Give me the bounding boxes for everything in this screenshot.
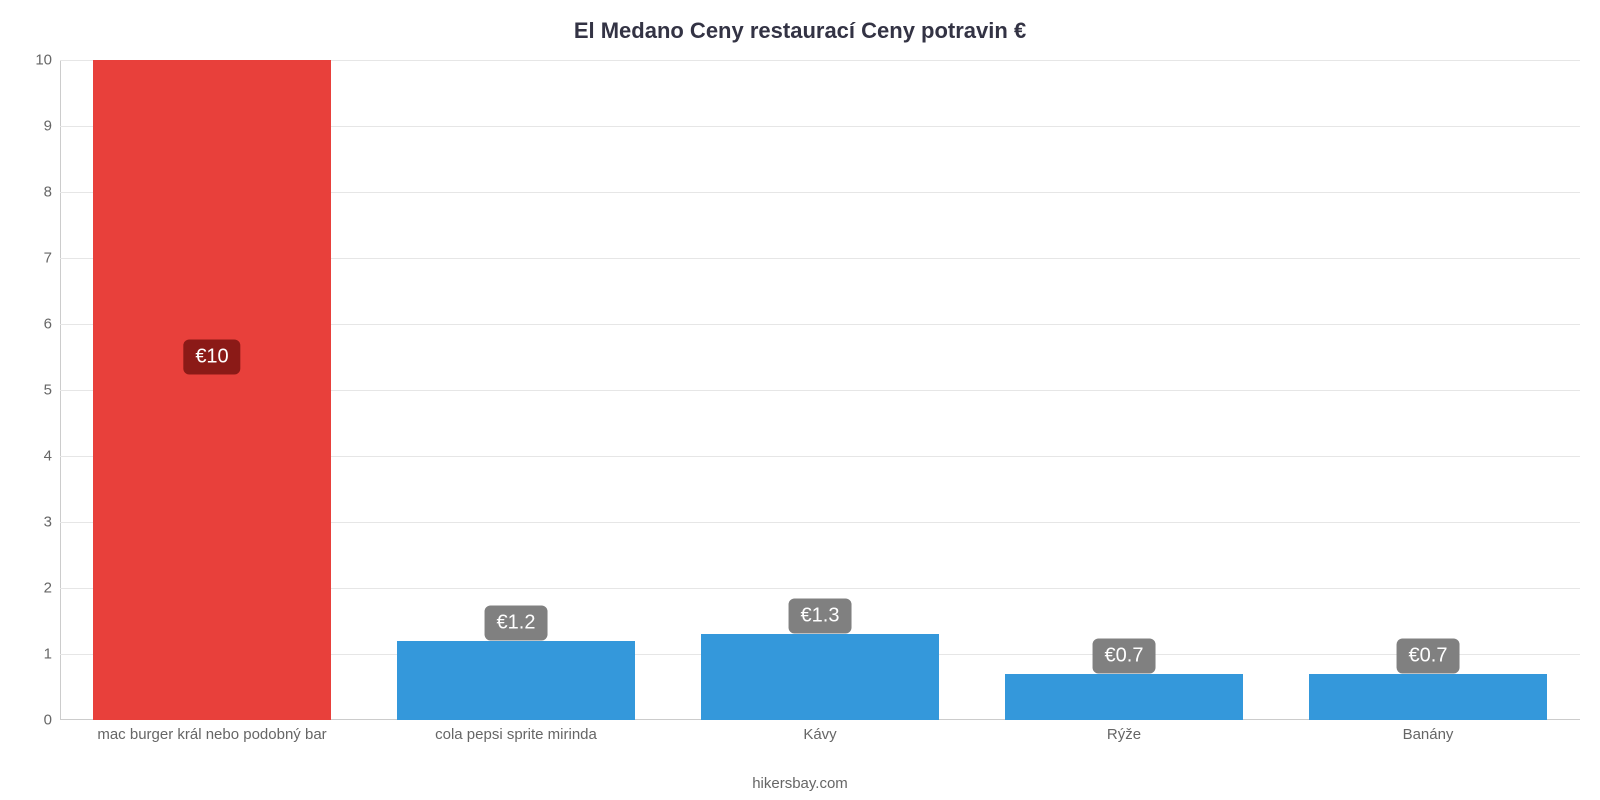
- y-tick-label: 7: [12, 250, 52, 267]
- x-tick-label: Banány: [1403, 726, 1454, 743]
- x-tick-label: cola pepsi sprite mirinda: [435, 726, 597, 743]
- bar: [701, 634, 938, 720]
- data-label: €1.3: [789, 599, 852, 634]
- y-tick-label: 4: [12, 448, 52, 465]
- x-tick-label: Kávy: [803, 726, 836, 743]
- y-tick-label: 9: [12, 118, 52, 135]
- x-tick-label: mac burger král nebo podobný bar: [97, 726, 326, 743]
- bar: [93, 60, 330, 720]
- x-tick-label: Rýže: [1107, 726, 1141, 743]
- data-label: €1.2: [485, 605, 548, 640]
- data-label: €0.7: [1093, 638, 1156, 673]
- y-tick-label: 5: [12, 382, 52, 399]
- y-tick-label: 6: [12, 316, 52, 333]
- data-label: €10: [183, 340, 240, 375]
- plot-area: €10 €1.2 €1.3 €0.7 €0.7: [60, 60, 1580, 720]
- y-tick-label: 10: [12, 52, 52, 69]
- chart-title: El Medano Ceny restaurací Ceny potravin …: [20, 18, 1580, 44]
- y-tick-label: 3: [12, 514, 52, 531]
- bar: [397, 641, 634, 720]
- y-tick-label: 1: [12, 646, 52, 663]
- y-tick-label: 2: [12, 580, 52, 597]
- data-label: €0.7: [1397, 638, 1460, 673]
- chart-caption: hikersbay.com: [752, 775, 848, 792]
- chart-container: El Medano Ceny restaurací Ceny potravin …: [0, 0, 1600, 800]
- y-tick-label: 8: [12, 184, 52, 201]
- y-tick-label: 0: [12, 712, 52, 729]
- bar: [1005, 674, 1242, 720]
- bar: [1309, 674, 1546, 720]
